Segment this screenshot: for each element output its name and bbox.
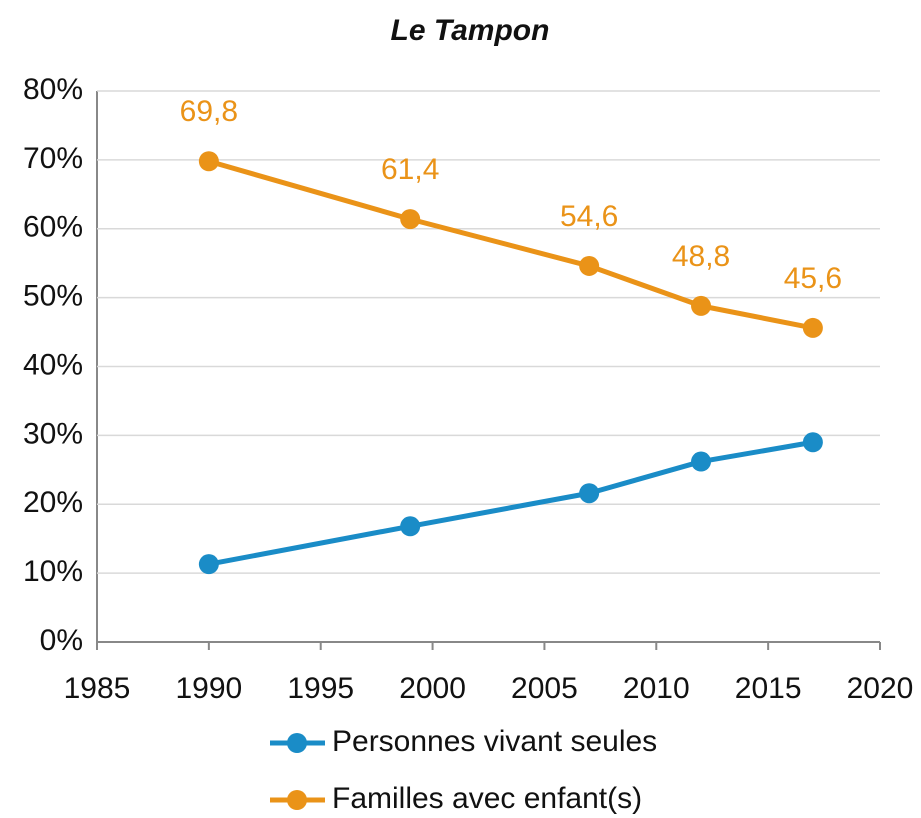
point: [802, 432, 823, 453]
point: [198, 151, 219, 172]
x-tick-label: 2015: [735, 672, 802, 705]
y-tick-label: 60%: [23, 211, 83, 244]
chart-title: Le Tampon: [391, 14, 550, 47]
point: [579, 255, 600, 276]
series-line: [208, 439, 814, 567]
x-tick-label: 1985: [64, 672, 131, 705]
point: [400, 209, 421, 230]
point: [802, 317, 823, 338]
x-tick-label: 2020: [847, 672, 914, 705]
point: [691, 295, 712, 316]
x-tick-label: 1995: [287, 672, 354, 705]
y-tick-label: 80%: [23, 73, 83, 106]
legend-marker: [287, 790, 307, 810]
data-label: 48,8: [672, 240, 730, 273]
y-tick-label: 30%: [23, 417, 83, 450]
y-tick-label: 50%: [23, 280, 83, 313]
x-tick-label: 2010: [623, 672, 690, 705]
x-tick-label: 2005: [511, 672, 578, 705]
y-tick-label: 40%: [23, 348, 83, 381]
y-tick-label: 10%: [23, 555, 83, 588]
x-tick-label: 1990: [175, 672, 242, 705]
y-tick-label: 20%: [23, 486, 83, 519]
point: [400, 516, 421, 537]
point: [579, 483, 600, 504]
point: [198, 554, 219, 575]
legend-label: Familles avec enfant(s): [332, 782, 642, 815]
legend-label: Personnes vivant seules: [332, 725, 657, 758]
x-tick-label: 2000: [399, 672, 466, 705]
data-label: 69,8: [180, 95, 238, 128]
legend-marker: [287, 733, 307, 753]
data-label: 45,6: [784, 262, 842, 295]
y-tick-label: 0%: [40, 624, 83, 657]
point: [691, 451, 712, 472]
data-label: 54,6: [560, 200, 618, 233]
y-tick-label: 70%: [23, 142, 83, 175]
data-label: 61,4: [381, 153, 439, 186]
